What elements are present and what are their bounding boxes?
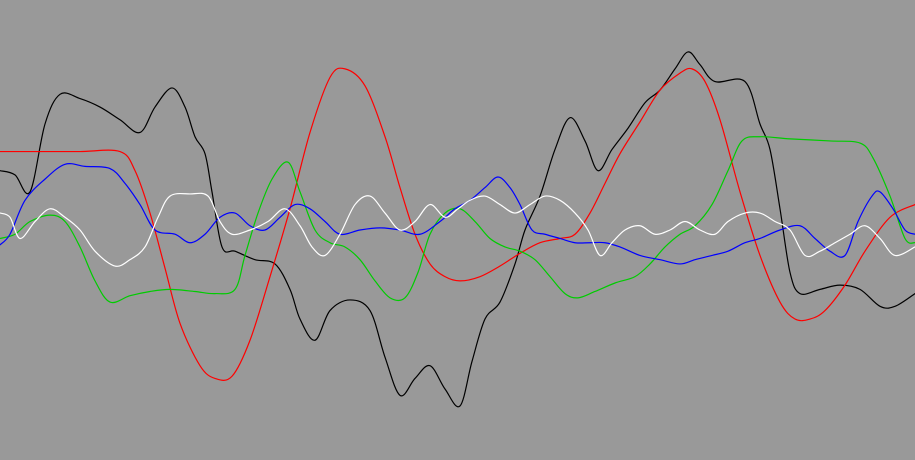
series-line-4 [0, 163, 915, 265]
series-layer [0, 51, 915, 408]
series-line-3 [0, 136, 915, 304]
series-line-1 [0, 51, 915, 408]
series-line-5 [0, 192, 915, 267]
series-line-2 [0, 67, 915, 381]
